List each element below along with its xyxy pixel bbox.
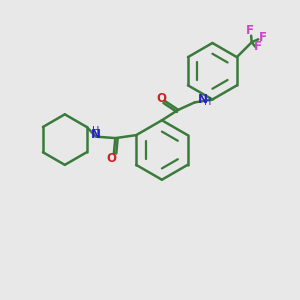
Text: H: H — [92, 126, 99, 136]
Text: N: N — [90, 128, 100, 141]
Text: N: N — [198, 93, 208, 106]
Text: F: F — [246, 25, 254, 38]
Text: O: O — [106, 152, 116, 165]
Text: H: H — [204, 97, 212, 107]
Text: F: F — [259, 31, 267, 44]
Text: O: O — [156, 92, 166, 105]
Text: F: F — [254, 40, 262, 53]
